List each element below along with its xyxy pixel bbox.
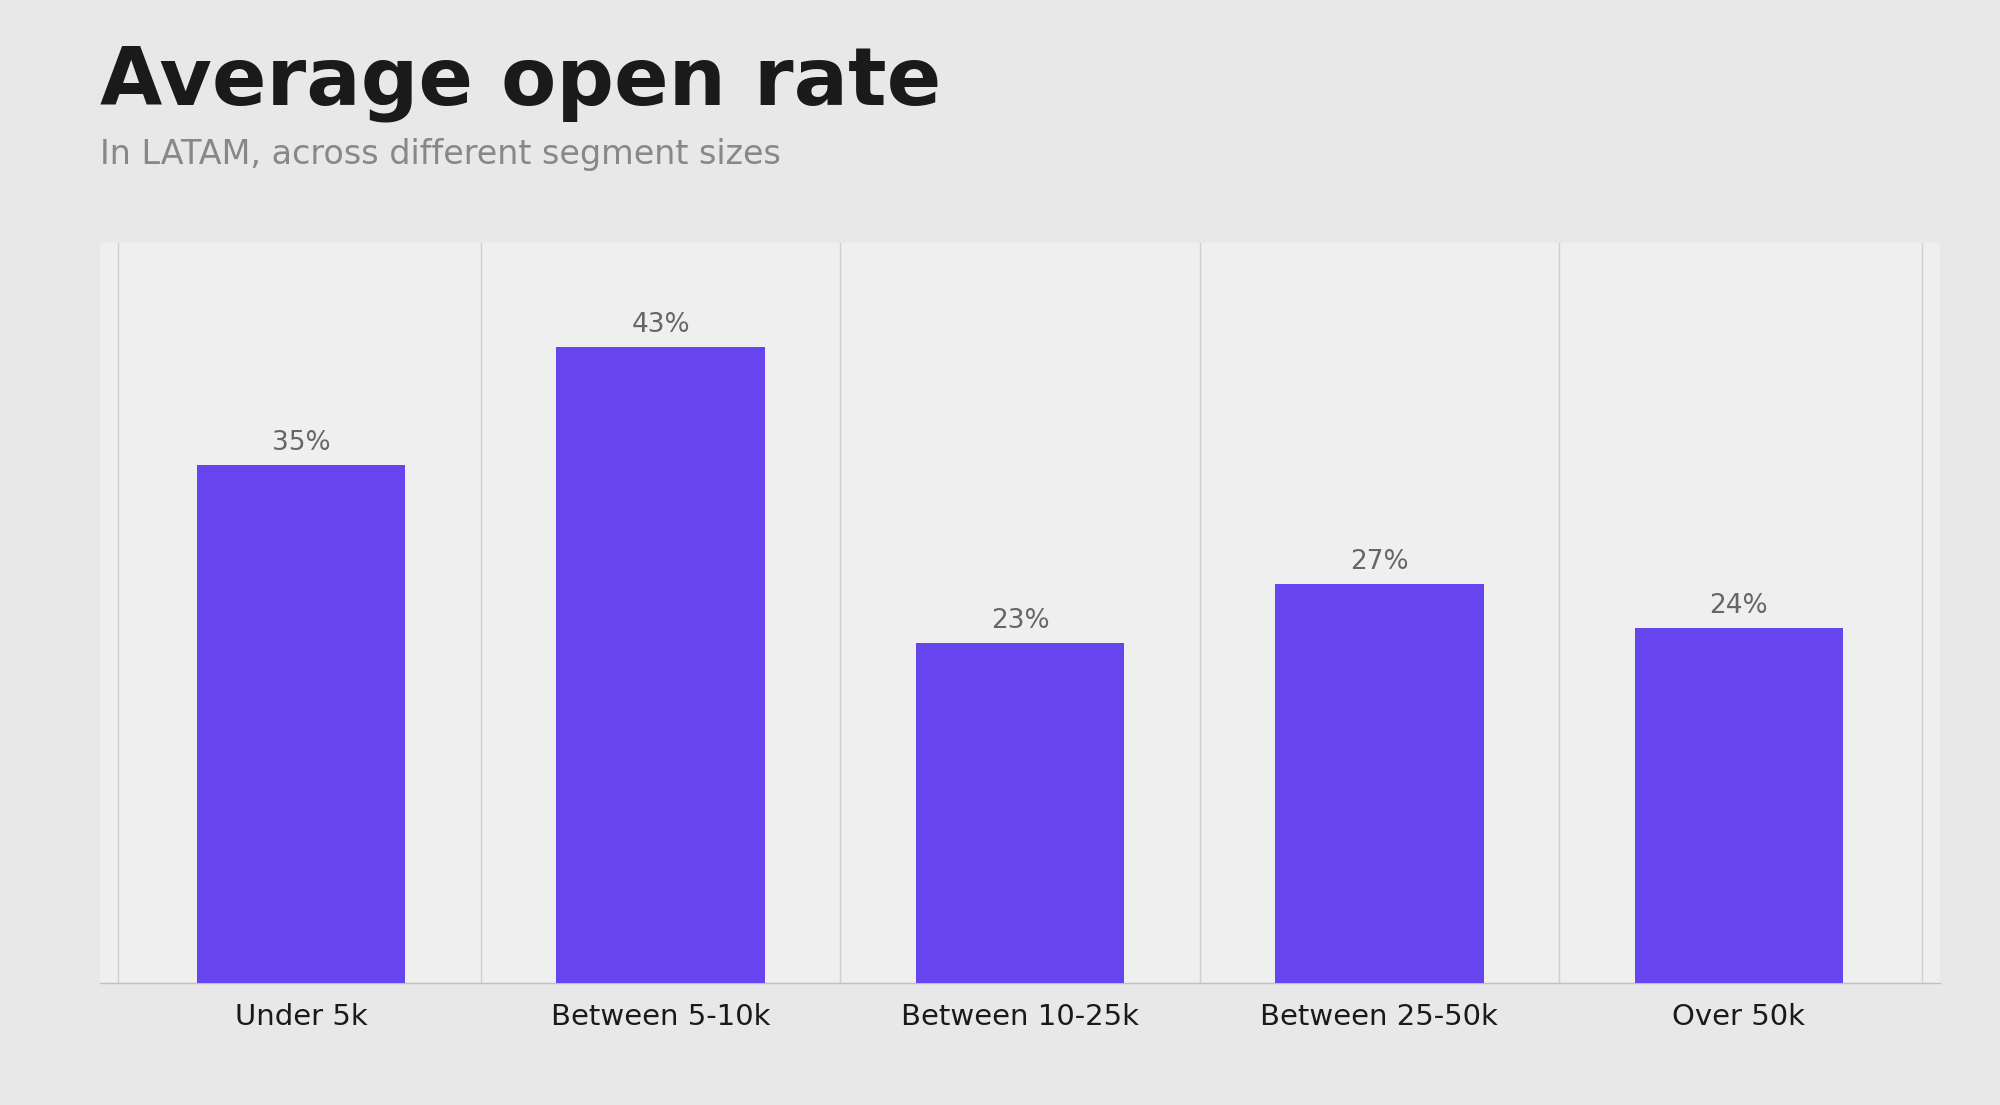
Text: 23%: 23% (990, 608, 1050, 634)
Bar (198, 465, 406, 983)
Text: In LATAM, across different segment sizes: In LATAM, across different segment sizes (100, 138, 780, 171)
Text: 24%: 24% (1710, 593, 1768, 619)
Text: Average open rate: Average open rate (100, 44, 942, 123)
Bar (1634, 628, 1842, 983)
Text: 43%: 43% (632, 312, 690, 338)
Bar (916, 643, 1124, 983)
Text: 35%: 35% (272, 430, 330, 456)
Bar (556, 347, 764, 983)
Bar (1276, 583, 1484, 983)
Text: 27%: 27% (1350, 549, 1408, 575)
